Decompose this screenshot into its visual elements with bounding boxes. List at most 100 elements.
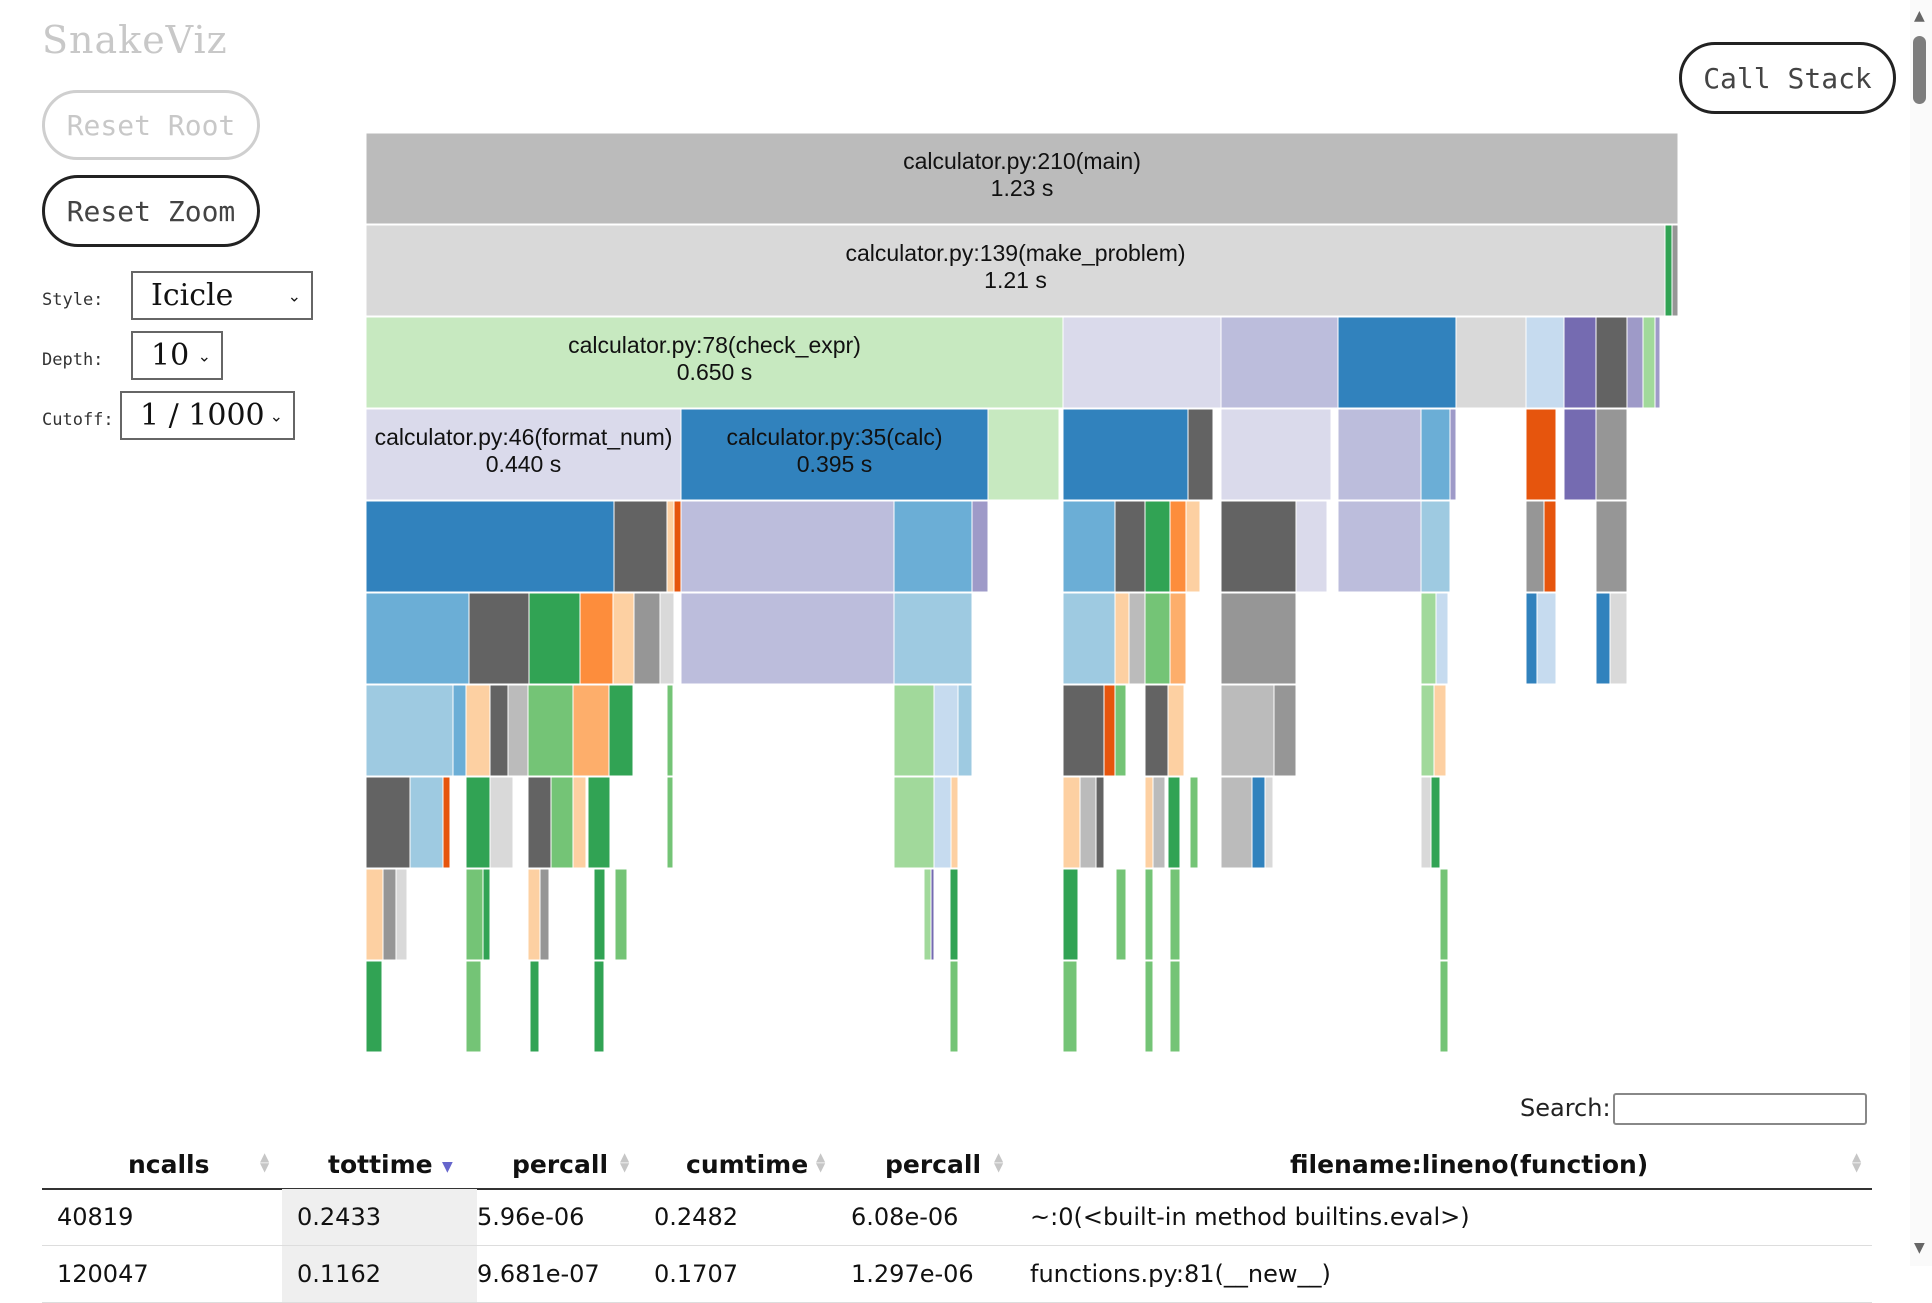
- icicle-block[interactable]: [1525, 316, 1565, 409]
- icicle-block[interactable]: [659, 592, 675, 685]
- icicle-block[interactable]: [527, 684, 574, 777]
- icicle-block[interactable]: [1525, 592, 1538, 685]
- icicle-block[interactable]: [1433, 684, 1447, 777]
- icicle-block[interactable]: [1144, 960, 1154, 1053]
- icicle-block[interactable]: [1595, 500, 1628, 593]
- icicle-block[interactable]: [1435, 592, 1449, 685]
- icicle-block[interactable]: [933, 684, 959, 777]
- icicle-block[interactable]: [666, 684, 674, 777]
- cutoff-select[interactable]: 1 / 1000 ⌄: [120, 391, 295, 440]
- icicle-block[interactable]: [1062, 868, 1079, 961]
- icicle-block[interactable]: [666, 776, 674, 869]
- icicle-block[interactable]: [1169, 868, 1181, 961]
- column-header-percall-cum[interactable]: percall: [885, 1149, 982, 1179]
- icicle-block[interactable]: [1420, 776, 1432, 869]
- icicle-block[interactable]: [1144, 500, 1171, 593]
- icicle-block[interactable]: [489, 776, 514, 869]
- icicle-block[interactable]: [1642, 316, 1656, 409]
- icicle-block[interactable]: [1525, 500, 1545, 593]
- icicle-block[interactable]: [365, 868, 384, 961]
- sort-icon[interactable]: ▲ ▼: [260, 1150, 270, 1174]
- column-header-percall[interactable]: percall: [512, 1149, 609, 1179]
- icicle-block[interactable]: [1337, 500, 1422, 593]
- icicle-block[interactable]: [1185, 500, 1201, 593]
- icicle-block[interactable]: [529, 960, 540, 1053]
- icicle-block[interactable]: [1169, 592, 1187, 685]
- icicle-block[interactable]: [1220, 592, 1297, 685]
- icicle-block[interactable]: [1062, 960, 1078, 1053]
- icicle-block[interactable]: [633, 592, 661, 685]
- icicle-block[interactable]: [1079, 776, 1097, 869]
- icicle-block[interactable]: [1062, 408, 1189, 501]
- icicle-block[interactable]: [893, 776, 935, 869]
- icicle-block[interactable]: [365, 500, 615, 593]
- icicle-block[interactable]: [527, 776, 552, 869]
- icicle-block[interactable]: [528, 592, 581, 685]
- icicle-block[interactable]: [1189, 776, 1199, 869]
- icicle-block[interactable]: [1114, 500, 1146, 593]
- icicle-block[interactable]: [1115, 868, 1127, 961]
- icicle-block[interactable]: [608, 684, 634, 777]
- icicle-block[interactable]: [1169, 500, 1187, 593]
- icicle-block[interactable]: [1220, 408, 1332, 501]
- icicle-block[interactable]: [893, 500, 973, 593]
- icicle-block[interactable]: [1062, 684, 1105, 777]
- icicle-block[interactable]: [1525, 408, 1557, 501]
- icicle-block[interactable]: [1220, 500, 1297, 593]
- icicle-block[interactable]: [465, 868, 484, 961]
- icicle-block[interactable]: [1167, 684, 1185, 777]
- sort-icon[interactable]: ▲ ▼: [994, 1150, 1004, 1174]
- icicle-block[interactable]: [613, 500, 668, 593]
- column-header-cumtime[interactable]: cumtime: [686, 1149, 809, 1179]
- icicle-block[interactable]: [527, 868, 541, 961]
- icicle-block[interactable]: [1264, 776, 1274, 869]
- icicle-block[interactable]: [1187, 408, 1214, 501]
- icicle-block[interactable]: [1128, 592, 1146, 685]
- icicle-block[interactable]: [1062, 592, 1116, 685]
- icicle-block[interactable]: [1220, 316, 1339, 409]
- icicle-block[interactable]: [1455, 316, 1527, 409]
- icicle-block[interactable]: [1439, 868, 1449, 961]
- icicle-block[interactable]: [442, 776, 451, 869]
- icicle-block[interactable]: [1420, 684, 1435, 777]
- icicle-block[interactable]: [949, 960, 959, 1053]
- icicle-block[interactable]: [395, 868, 408, 961]
- scroll-thumb[interactable]: [1913, 36, 1926, 104]
- icicle-block[interactable]: [1420, 592, 1437, 685]
- icicle-block[interactable]: [579, 592, 614, 685]
- icicle-block[interactable]: [1114, 684, 1127, 777]
- icicle-block[interactable]: [1062, 500, 1116, 593]
- icicle-block[interactable]: [1144, 684, 1169, 777]
- table-row[interactable]: 40819 0.2433 5.96e-06 0.2482 6.08e-06 ~:…: [42, 1189, 1872, 1246]
- icicle-block[interactable]: [587, 776, 611, 869]
- icicle-block[interactable]: [1144, 592, 1171, 685]
- icicle-block[interactable]: [365, 592, 470, 685]
- icicle-block[interactable]: [666, 500, 675, 593]
- depth-select[interactable]: 10 ⌄: [131, 331, 223, 380]
- icicle-block[interactable]: [365, 776, 411, 869]
- icicle-block[interactable]: [1595, 316, 1628, 409]
- icicle-block[interactable]: [957, 684, 973, 777]
- icicle-block[interactable]: [365, 684, 454, 777]
- icicle-block[interactable]: [382, 868, 397, 961]
- icicle-block[interactable]: [1273, 684, 1297, 777]
- icicle-block[interactable]: [1609, 592, 1628, 685]
- call-stack-button[interactable]: Call Stack: [1679, 42, 1896, 114]
- icicle-block[interactable]: [1671, 224, 1679, 317]
- icicle-block[interactable]: [949, 868, 959, 961]
- icicle-block-check-expr[interactable]: [365, 316, 1064, 409]
- icicle-block[interactable]: [893, 592, 973, 685]
- icicle-block[interactable]: [1563, 316, 1597, 409]
- icicle-block[interactable]: [452, 684, 467, 777]
- sort-icon[interactable]: ▲ ▼: [620, 1150, 630, 1174]
- scroll-down-icon[interactable]: ▼: [1914, 1240, 1925, 1256]
- icicle-block-calc[interactable]: [680, 408, 989, 501]
- icicle-block[interactable]: [1103, 684, 1116, 777]
- column-header-tottime[interactable]: tottime: [328, 1149, 433, 1179]
- icicle-block-main[interactable]: [365, 132, 1679, 225]
- icicle-block[interactable]: [1543, 500, 1557, 593]
- icicle-block[interactable]: [1420, 408, 1451, 501]
- icicle-block[interactable]: [489, 684, 509, 777]
- icicle-block[interactable]: [971, 500, 989, 593]
- icicle-chart[interactable]: calculator.py:210(main)1.23 s calculator.…: [0, 0, 1932, 1266]
